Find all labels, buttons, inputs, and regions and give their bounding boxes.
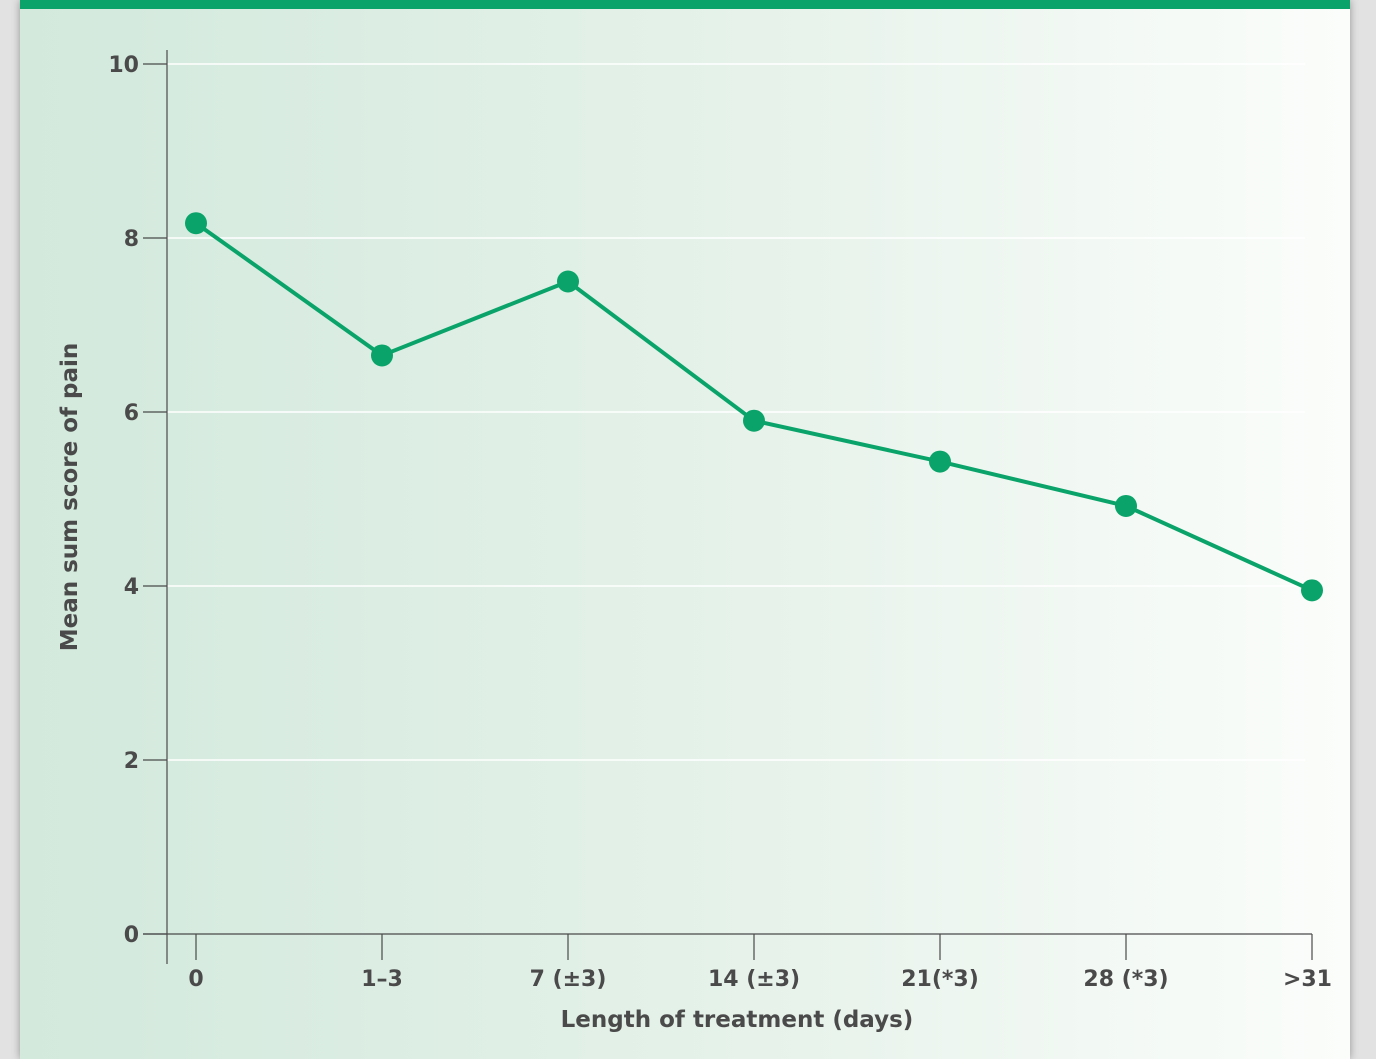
- x-tick-label: >31: [1283, 967, 1332, 992]
- y-tick-label: 6: [124, 401, 139, 426]
- y-axis-ticks: 0 2 4 6 8 10: [108, 53, 167, 948]
- line-chart: 0 2 4 6 8 10 0 1–3 7 (±3) 14 (±3) 21(*3) 28 (*3) >3…: [57, 50, 1332, 1033]
- data-point: [185, 212, 207, 235]
- y-tick-label: 4: [124, 575, 139, 600]
- x-axis-title: Length of treatment (days): [561, 1007, 914, 1033]
- header-accent-bar: [20, 0, 1350, 9]
- chart-panel: 0 2 4 6 8 10 0 1–3 7 (±3) 14 (±3) 21(*3) 28 (*3) >3…: [20, 0, 1350, 1059]
- y-tick-label: 8: [124, 227, 139, 252]
- y-tick-label: 10: [108, 53, 139, 78]
- data-point: [743, 409, 765, 432]
- data-point: [1301, 579, 1323, 602]
- x-tick-label: 0: [188, 967, 203, 992]
- x-tick-label: 21(*3): [901, 967, 979, 992]
- x-axis-ticks: 0 1–3 7 (±3) 14 (±3) 21(*3) 28 (*3) >31: [188, 934, 1332, 992]
- x-tick-label: 28 (*3): [1083, 967, 1168, 992]
- y-axis-title: Mean sum score of pain: [57, 343, 83, 652]
- x-tick-label: 14 (±3): [708, 967, 800, 992]
- x-tick-label: 1–3: [361, 967, 403, 992]
- series-line-path: [194, 221, 1313, 593]
- y-tick-label: 0: [124, 923, 139, 948]
- data-point: [929, 450, 951, 473]
- axes: [143, 50, 1312, 964]
- y-tick-label: 2: [124, 749, 139, 774]
- data-point: [371, 344, 393, 367]
- data-points: [185, 212, 1323, 602]
- gridlines: [167, 63, 1305, 761]
- series-line: [194, 221, 1313, 593]
- data-point: [557, 270, 579, 293]
- x-tick-label: 7 (±3): [530, 967, 607, 992]
- data-point: [1115, 494, 1137, 517]
